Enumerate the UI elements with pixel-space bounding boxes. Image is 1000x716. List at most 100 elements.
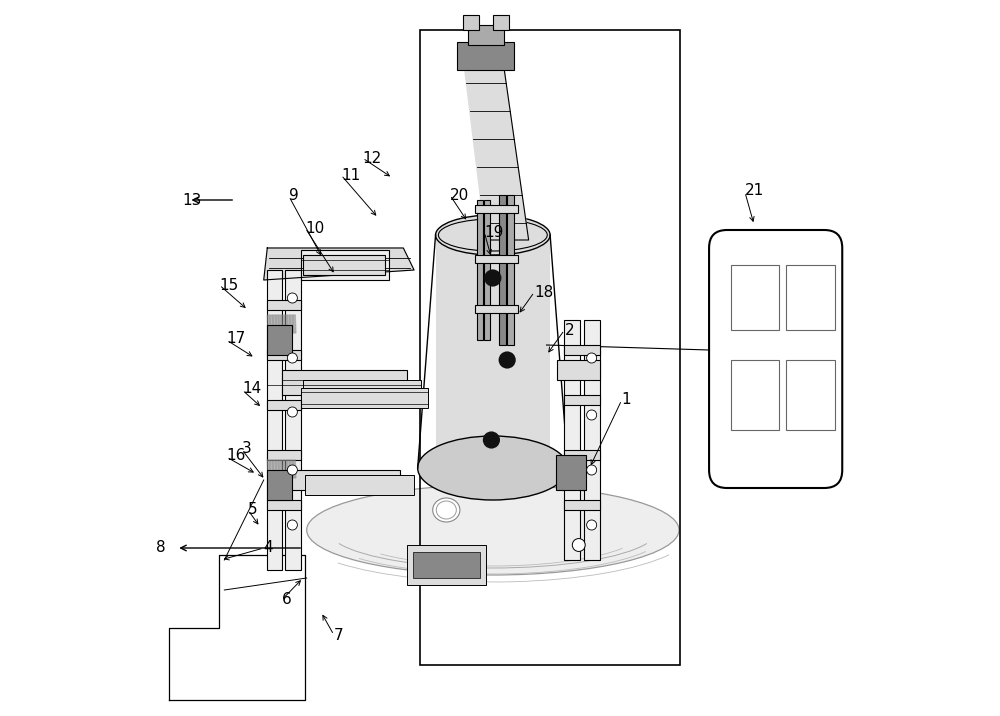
Circle shape xyxy=(287,293,297,303)
Text: 11: 11 xyxy=(341,168,360,183)
Bar xyxy=(463,15,479,30)
Bar xyxy=(564,500,600,510)
Bar xyxy=(267,470,292,500)
Bar xyxy=(305,475,414,495)
Text: 8: 8 xyxy=(156,541,166,556)
Text: 3: 3 xyxy=(242,440,252,455)
Bar xyxy=(267,450,301,460)
Ellipse shape xyxy=(433,498,460,522)
Polygon shape xyxy=(282,460,284,478)
Circle shape xyxy=(499,352,516,369)
Bar xyxy=(499,195,506,345)
Bar xyxy=(267,500,301,510)
Bar xyxy=(301,388,428,408)
Polygon shape xyxy=(267,315,270,333)
Circle shape xyxy=(483,432,500,449)
Text: 7: 7 xyxy=(334,627,344,642)
Polygon shape xyxy=(276,315,279,333)
Bar xyxy=(420,30,680,665)
Circle shape xyxy=(572,538,585,551)
Bar xyxy=(301,250,389,280)
Ellipse shape xyxy=(418,436,568,500)
Text: 13: 13 xyxy=(182,193,201,208)
Circle shape xyxy=(287,407,297,417)
Text: 14: 14 xyxy=(242,380,261,395)
Bar xyxy=(303,380,421,400)
Bar xyxy=(468,25,504,45)
Text: 10: 10 xyxy=(305,221,324,236)
Bar xyxy=(564,345,600,355)
Bar xyxy=(267,400,301,410)
Text: 18: 18 xyxy=(534,284,554,299)
Circle shape xyxy=(587,465,597,475)
Bar xyxy=(267,300,301,310)
Bar xyxy=(303,255,385,275)
Bar xyxy=(564,450,600,460)
Text: 1: 1 xyxy=(622,392,631,407)
Text: 17: 17 xyxy=(226,331,246,346)
Polygon shape xyxy=(464,65,529,240)
Circle shape xyxy=(587,410,597,420)
Polygon shape xyxy=(293,315,296,333)
Text: 6: 6 xyxy=(282,593,291,607)
Polygon shape xyxy=(284,315,287,333)
Text: 16: 16 xyxy=(226,448,246,463)
Bar xyxy=(477,200,483,340)
FancyBboxPatch shape xyxy=(709,230,842,488)
Polygon shape xyxy=(282,315,284,333)
Polygon shape xyxy=(279,315,282,333)
Bar xyxy=(493,15,509,30)
Polygon shape xyxy=(293,460,296,478)
Circle shape xyxy=(484,269,501,286)
Polygon shape xyxy=(290,460,293,478)
Text: 12: 12 xyxy=(363,150,382,165)
Polygon shape xyxy=(270,460,273,478)
Ellipse shape xyxy=(436,215,550,255)
Polygon shape xyxy=(287,315,290,333)
Circle shape xyxy=(287,465,297,475)
Bar xyxy=(475,255,518,263)
Bar xyxy=(731,360,779,430)
Polygon shape xyxy=(270,315,273,333)
Text: 4: 4 xyxy=(264,541,273,556)
Bar xyxy=(564,320,580,560)
Polygon shape xyxy=(273,460,276,478)
Bar xyxy=(786,360,835,430)
Bar xyxy=(564,395,600,405)
Polygon shape xyxy=(264,248,414,280)
Bar xyxy=(282,370,407,395)
Text: 19: 19 xyxy=(484,225,504,239)
Text: 2: 2 xyxy=(564,322,574,337)
Circle shape xyxy=(587,520,597,530)
Polygon shape xyxy=(267,460,270,478)
Bar xyxy=(285,270,301,570)
Bar xyxy=(407,545,486,585)
Bar xyxy=(436,235,550,468)
Bar xyxy=(731,265,779,330)
Bar xyxy=(557,360,600,380)
Bar xyxy=(267,325,292,355)
Bar xyxy=(507,195,514,345)
Polygon shape xyxy=(287,460,290,478)
Text: 9: 9 xyxy=(289,188,299,203)
Polygon shape xyxy=(273,315,276,333)
Polygon shape xyxy=(284,460,287,478)
Text: 5: 5 xyxy=(248,503,258,518)
Bar xyxy=(556,455,586,490)
Bar xyxy=(267,350,301,360)
Bar xyxy=(457,42,514,70)
Text: 20: 20 xyxy=(450,188,469,203)
Polygon shape xyxy=(279,460,282,478)
Bar xyxy=(413,552,480,578)
Circle shape xyxy=(287,520,297,530)
Text: 15: 15 xyxy=(219,278,239,293)
Bar xyxy=(475,205,518,213)
Bar xyxy=(267,270,282,570)
Bar xyxy=(786,265,835,330)
Ellipse shape xyxy=(307,485,679,575)
Bar xyxy=(584,320,600,560)
Bar xyxy=(484,200,490,340)
Circle shape xyxy=(587,353,597,363)
Circle shape xyxy=(287,353,297,363)
Bar xyxy=(475,305,518,313)
